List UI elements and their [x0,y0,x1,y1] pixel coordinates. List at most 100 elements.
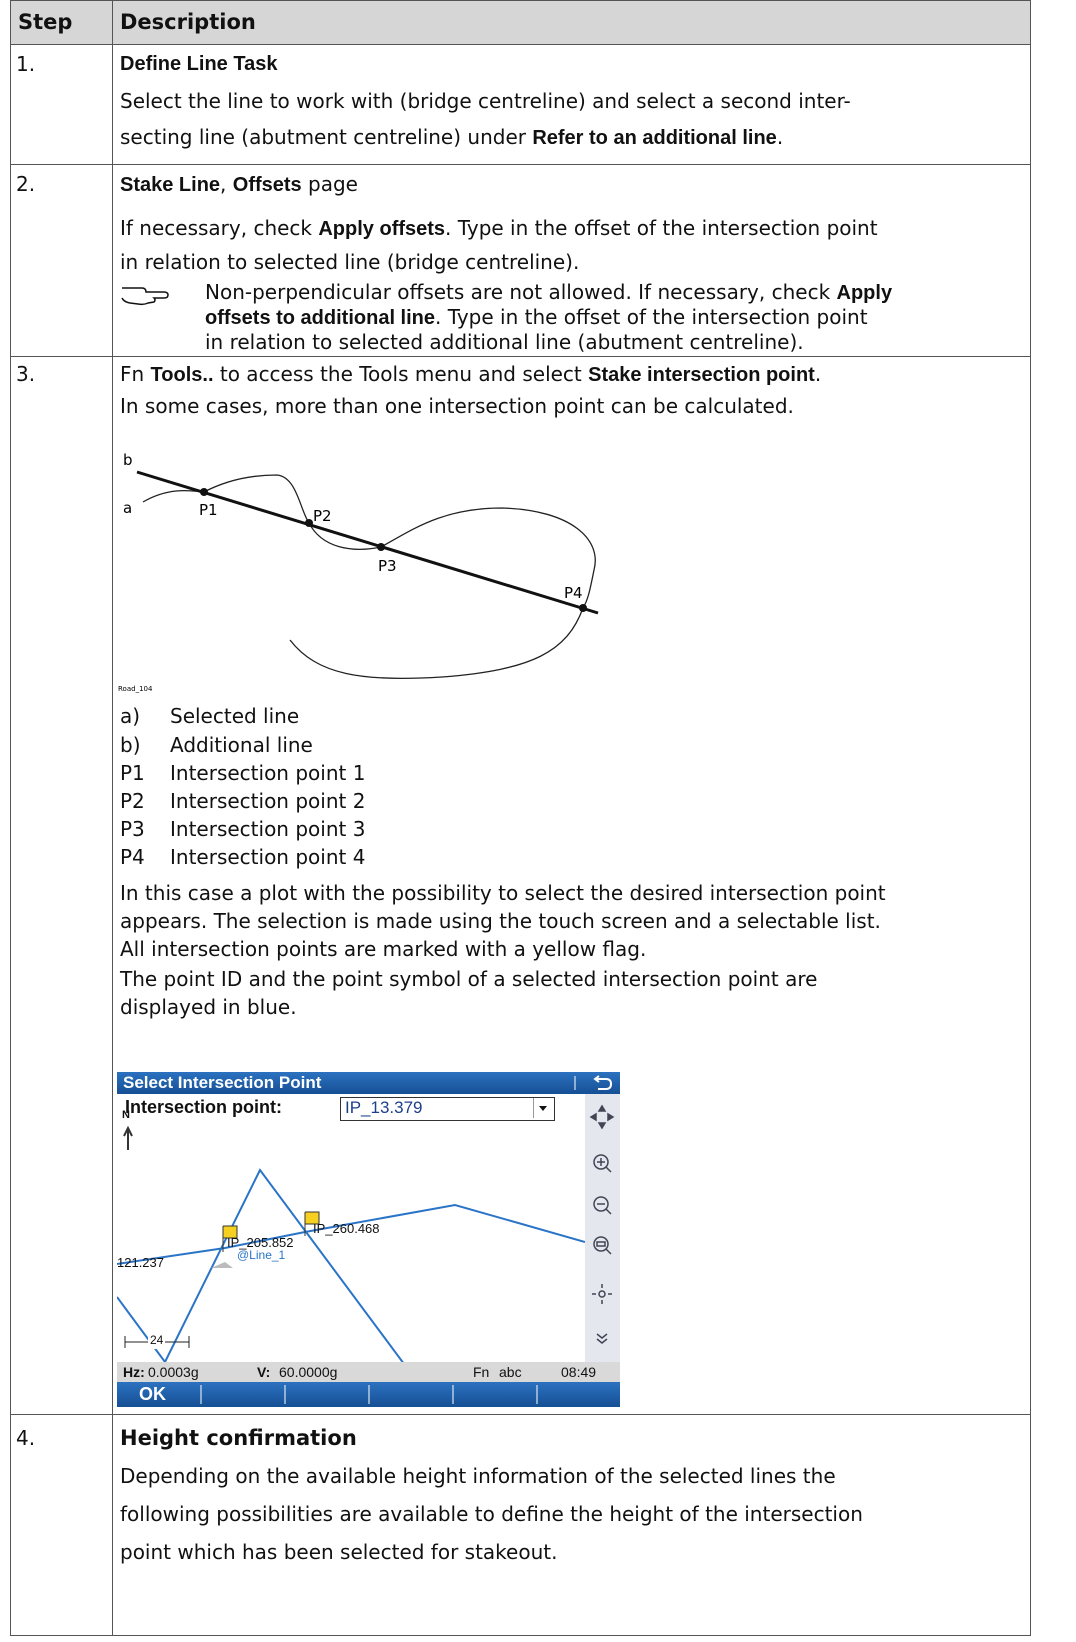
text-line: Depending on the available height inform… [120,1464,836,1488]
legend-key: b) [120,733,141,757]
diagram: b a P1 P2 P3 P4 Road_104 [118,451,599,693]
back-arrow [593,1075,613,1090]
back-icon [574,1075,613,1090]
rule [112,0,113,1636]
text: . [814,362,822,386]
zoom-out [593,1196,609,1212]
map-label: IP_205.852 [227,1235,294,1250]
text: . Type in the offset of the intersection… [445,216,878,240]
status-text: Hz: [123,1364,145,1380]
flag [222,1225,238,1252]
legend-text: Intersection point 1 [170,761,366,785]
toolbar-icons [589,1104,615,1344]
hand-icon [121,287,169,306]
center-icon [592,1284,612,1304]
text-line: Select the line to work with (bridge cen… [120,87,851,115]
legend-text: Intersection point 2 [170,789,366,813]
point [305,519,313,527]
text-line: Fn Tools.. to access the Tools menu and … [120,360,821,389]
label: P4 [564,584,583,602]
rule [1030,0,1031,1636]
note-line: in relation to selected additional line … [205,328,804,356]
field-value: IP_13.379 [345,1098,423,1117]
row-title: Stake Line, Offsets page [120,170,358,199]
field-label: Intersection point: [125,1097,282,1117]
row-title: Height confirmation [120,1426,357,1450]
status-text: 60.0000g [279,1364,338,1380]
bold-text: Offsets [232,174,302,196]
text: Select the line to work with (bridge cen… [120,89,851,113]
point [377,543,385,551]
status-text: 08:49 [561,1364,597,1380]
map-label: IP_260.468 [313,1221,380,1236]
legend-key: P2 [120,789,145,813]
text-line: All intersection points are marked with … [120,937,647,961]
legend-key: a) [120,704,141,728]
label: P2 [313,507,332,525]
text-line: point which has been selected for stakeo… [120,1540,558,1564]
arrow [539,1106,547,1111]
legend-text: Intersection point 3 [170,817,366,841]
status-text: Fn [473,1364,490,1380]
text-line: If necessary, check Apply offsets. Type … [120,214,878,243]
ok-button[interactable]: OK [139,1384,166,1404]
note-line: Non-perpendicular offsets are not allowe… [205,278,892,307]
rule [10,1414,1031,1415]
text-line: secting line (abutment centreline) under… [120,123,783,152]
label: a [123,499,132,517]
legend-text: Intersection point 4 [170,845,366,869]
map-label: @Line_1 [237,1248,286,1262]
additional-line [136,470,599,615]
note-line: offsets to additional line. Type in the … [205,303,868,332]
text: . Type in the offset of the intersection… [435,305,868,329]
bold-text: Tools.. [150,364,214,386]
step: 4. [16,1426,36,1450]
text-line: The point ID and the point symbol of a s… [120,967,818,991]
text-line: In this case a plot with the possibility… [120,881,886,905]
map-label: 121.237 [117,1255,164,1270]
label: b [123,451,133,469]
header-description: Description [120,10,256,34]
status-text: V: [257,1364,271,1380]
status-bar [117,1362,620,1382]
legend-key: P3 [120,817,145,841]
text-line: In some cases, more than one intersectio… [120,392,794,420]
text-line: in relation to selected line (bridge cen… [120,248,579,276]
softkey-separators [200,1385,538,1404]
zoom-out [597,1203,612,1215]
toolbar [585,1094,620,1362]
text-line: appears. The selection is made using the… [120,909,881,933]
bold-text: Refer to an additional line [532,127,777,149]
title-bar [117,1072,620,1094]
step: 1. [16,52,36,76]
caption: Road_104 [118,685,153,693]
step: 3. [16,362,36,386]
rule [10,1635,1031,1636]
center-icon [598,1290,606,1298]
dropdown-arrow [533,1098,547,1118]
map [117,1125,585,1362]
zoom-in [593,1154,609,1170]
rule [10,164,1031,165]
rule [10,0,11,1636]
legend-key: P4 [120,845,145,869]
text: , [220,172,233,196]
status-text: 0.0003g [148,1364,199,1380]
point [579,604,587,612]
rule [10,356,1031,357]
map-line [117,1168,404,1362]
screenshot: Select Intersection Point Intersection p… [117,1072,620,1407]
label: P3 [378,557,397,575]
selected-line [142,474,596,680]
flag [304,1211,320,1236]
legend-key: P1 [120,761,145,785]
dropdown[interactable] [340,1097,555,1121]
rule [10,44,1031,45]
label: P1 [199,501,218,519]
point [200,488,208,496]
bold-text: Stake intersection point [588,364,815,386]
text: page [301,172,358,196]
point-symbol [211,1262,233,1268]
rule [10,0,1031,1]
